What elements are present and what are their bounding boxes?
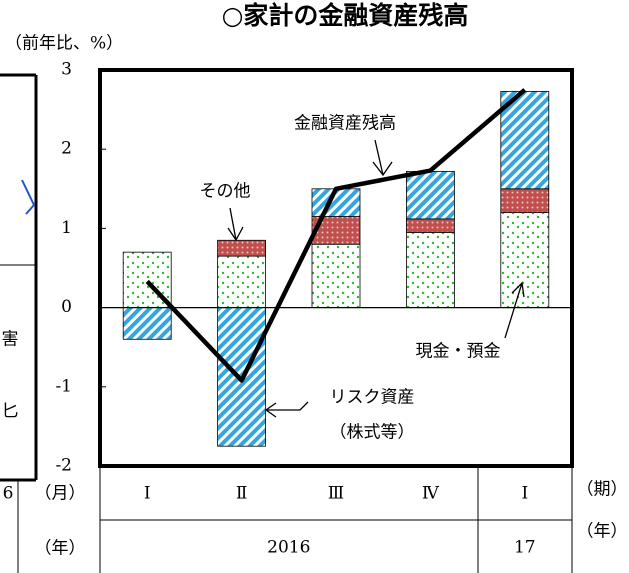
month-label: （月） (35, 484, 86, 504)
arrow (227, 207, 244, 242)
year-label: 2016 (267, 538, 310, 558)
plot-frame (98, 68, 574, 468)
arrow (21, 179, 36, 215)
year-label: 17 (514, 538, 536, 558)
line (145, 88, 527, 383)
y-tick-label: -1 (55, 376, 72, 396)
y-tick-label: 3 (61, 60, 72, 80)
bar-segment (405, 170, 455, 220)
annotation: 現金・預金 (416, 342, 501, 362)
y-tick-label: 1 (61, 218, 72, 238)
x-tick-label: Ⅳ (422, 484, 440, 504)
bar-segment (122, 307, 172, 340)
x-tick-label: Ⅰ (521, 484, 528, 504)
y-tick-label: 2 (61, 139, 72, 159)
bar-segment (311, 243, 361, 309)
year-unit: （年） (577, 522, 628, 542)
fragment: 害 (2, 330, 19, 350)
y-unit: （前年比、%） (5, 34, 123, 54)
arrow (372, 139, 393, 177)
bar-segment (217, 255, 267, 308)
bar-segment (500, 188, 550, 213)
chart-title: ○家計の金融資産残高 (222, 1, 469, 30)
bar-segment (217, 239, 267, 257)
annotation: その他 (200, 182, 251, 202)
period-unit: （期） (577, 480, 628, 500)
bar-segment (500, 90, 550, 190)
year-label: （年） (35, 539, 86, 559)
x-tick-label: Ⅲ (328, 484, 344, 504)
fragment: 6 (3, 484, 14, 504)
arrow (264, 401, 309, 418)
bar-segment (405, 231, 455, 308)
x-tick-label: Ⅰ (144, 484, 151, 504)
bar-segment (405, 218, 455, 233)
y-tick-label: -2 (55, 456, 72, 476)
y-tick-label: 0 (61, 297, 72, 317)
x-tick-label: Ⅱ (236, 484, 248, 504)
annotation: リスク資産 (330, 388, 415, 408)
arrow (504, 281, 525, 339)
annotation: （株式等） (330, 423, 415, 443)
annotation: 金融資産残高 (294, 114, 396, 134)
bar-segment (500, 212, 550, 308)
fragment: 匕 (2, 402, 19, 422)
